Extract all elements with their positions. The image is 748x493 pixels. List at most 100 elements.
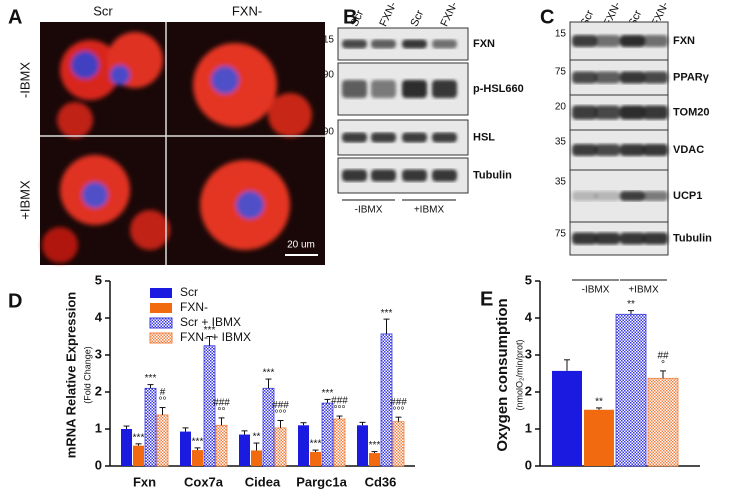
legend-swatch	[150, 288, 172, 298]
error-bar	[277, 419, 284, 428]
significance: ###	[272, 400, 289, 411]
bar	[310, 451, 321, 466]
band	[371, 132, 396, 143]
bar	[298, 425, 309, 466]
error-bar	[182, 427, 189, 432]
error-bar	[359, 421, 366, 426]
mw-marker: 90	[323, 70, 335, 81]
band	[371, 39, 396, 49]
significance: °	[661, 360, 665, 371]
significance: ###	[331, 396, 348, 407]
legend-swatch	[149, 332, 173, 344]
lane-label: FXN-	[377, 0, 399, 28]
error-bar	[218, 417, 225, 426]
bands	[572, 71, 668, 84]
error-bar	[371, 451, 378, 454]
mw-marker: 35	[555, 137, 567, 148]
y-axis-label: mRNA Relative Expression	[63, 292, 78, 458]
error-bar	[383, 318, 390, 334]
bands	[342, 132, 457, 143]
x-tick-label: Fxn	[133, 474, 156, 489]
y-tick-label: 1	[95, 420, 102, 435]
y-tick-label: 2	[525, 383, 532, 398]
error-bar	[206, 336, 213, 346]
band	[342, 39, 367, 49]
band	[595, 191, 620, 201]
significance: °°°	[334, 405, 346, 416]
error-bar	[253, 442, 260, 451]
band	[643, 105, 668, 120]
bands	[572, 191, 668, 201]
band	[342, 169, 367, 182]
bands	[572, 105, 668, 120]
bar	[392, 421, 405, 467]
band	[572, 191, 597, 201]
significance: ***	[263, 368, 275, 379]
protein-label: FXN	[673, 35, 695, 47]
band	[595, 35, 620, 47]
error-bar	[159, 407, 166, 415]
significance: ##	[657, 351, 669, 362]
band	[371, 169, 396, 182]
band	[643, 71, 668, 84]
band	[643, 144, 668, 156]
bar	[552, 370, 582, 466]
x-tick-label: Cidea	[245, 474, 281, 489]
band	[595, 232, 620, 245]
significance: ***	[310, 439, 322, 450]
error-bar	[194, 447, 201, 451]
mw-marker: 20	[555, 102, 567, 113]
y-tick-label: 3	[525, 346, 532, 361]
bar	[251, 450, 262, 466]
band	[402, 169, 427, 182]
bar	[647, 377, 679, 467]
mw-marker: 75	[555, 229, 567, 240]
y-axis-sublabel: (Fold Change)	[82, 346, 92, 404]
mw-marker: 15	[323, 35, 335, 46]
bar	[615, 313, 647, 467]
group-label: -IBMX	[582, 285, 610, 296]
band	[432, 132, 457, 143]
y-tick-label: 5	[95, 272, 102, 287]
bands	[342, 39, 457, 49]
y-tick-label: 4	[95, 309, 103, 324]
bands	[572, 35, 668, 47]
error-bar	[312, 449, 319, 452]
error-bar	[660, 370, 666, 379]
band	[572, 71, 597, 84]
bar	[192, 450, 203, 466]
panel-label: E	[480, 288, 493, 310]
bar	[215, 424, 228, 467]
legend-label: Scr	[180, 285, 198, 299]
bar	[369, 453, 380, 466]
error-bar	[300, 422, 307, 426]
significance: **	[595, 397, 603, 408]
bar	[156, 414, 169, 467]
error-bar	[241, 430, 248, 435]
band	[620, 232, 645, 245]
row-label: -IBMX	[17, 62, 32, 98]
band	[342, 80, 367, 98]
legend-label: FXN- + IBMX	[180, 330, 251, 344]
band	[620, 144, 645, 156]
bar	[584, 409, 614, 466]
protein-label: p-HSL660	[473, 83, 524, 95]
significance: ***	[133, 432, 145, 443]
micrograph	[40, 22, 325, 265]
y-tick-label: 0	[525, 457, 532, 472]
bands	[572, 232, 668, 245]
x-tick-label: Cox7a	[184, 474, 224, 489]
band	[572, 232, 597, 245]
group-label: -IBMX	[355, 205, 383, 216]
band	[432, 169, 457, 182]
error-bar	[564, 359, 570, 371]
protein-label: VDAC	[673, 144, 704, 156]
bands	[342, 169, 457, 182]
band	[595, 144, 620, 156]
error-bar	[147, 384, 154, 389]
error-bar	[628, 310, 634, 315]
lane-label: Scr	[408, 8, 426, 28]
y-tick-label: 0	[95, 457, 102, 472]
y-axis-sublabel: (nmolO₂/min/prot)	[514, 339, 524, 410]
bands	[342, 80, 457, 98]
